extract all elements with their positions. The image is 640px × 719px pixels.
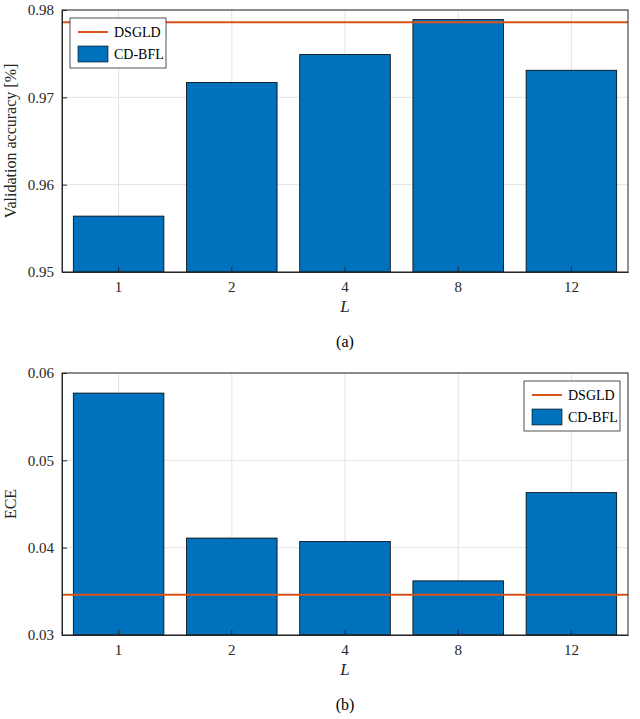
tick-label: 1 [115,279,123,295]
tick: 0.05 [28,453,67,469]
legend-label: CD-BFL [114,47,164,62]
tick: 0.03 [28,627,67,643]
x-axis: 124812 [63,630,629,658]
bar [187,538,278,635]
tick: 0.04 [28,540,67,556]
axis-line [63,635,629,636]
tick-label: 2 [228,279,236,295]
caption: (b) [336,696,355,714]
frame [62,373,628,635]
y-axis-title: ECE [2,489,19,519]
plot-area [62,10,628,272]
x-axis-title: L [339,660,349,679]
reference-line [62,594,628,596]
tick-label: 12 [564,642,579,658]
tick-mark [345,267,346,272]
tick-label: 4 [341,642,349,658]
tick-mark [571,267,572,272]
bar [526,493,617,635]
tick-mark [458,267,459,272]
tick-mark [231,630,232,635]
tick-mark [231,267,232,272]
tick: 8 [454,267,462,295]
grid [62,10,628,272]
legend-box [524,381,620,431]
legend-box [70,18,166,68]
tick: 4 [341,630,349,658]
tick-label: 0.95 [28,264,54,280]
tick-label: 1 [115,642,123,658]
tick-mark [62,185,67,186]
tick-mark [345,630,346,635]
chart: 0.030.040.050.06124812LECE(b)DSGLDCD-BFL [2,365,629,714]
tick-label: 8 [454,279,462,295]
legend-symbol [78,46,108,62]
frame [62,10,628,272]
tick-mark [62,97,67,98]
bar [187,82,278,272]
tick-label: 0.04 [28,540,55,556]
y-axis-title: Validation accuracy [%] [2,64,20,219]
tick-label: 2 [228,642,236,658]
tick: 8 [454,630,462,658]
marks [62,20,628,272]
tick: 0.98 [28,2,67,18]
bar [300,542,391,635]
tick: 0.97 [28,90,67,106]
y-axis: 0.95 0.96 0.97 0.98 [28,2,67,280]
tick: 12 [564,630,579,658]
tick: 0.06 [28,365,67,381]
y-axis: 0.03 0.04 0.05 0.06 [28,365,67,643]
chart: 0.950.960.970.98124812LValidation accura… [2,2,629,351]
bar [413,581,504,635]
tick-label: 12 [564,279,579,295]
x-axis: 124812 [63,267,629,295]
tick-mark [118,630,119,635]
legend-symbol [78,31,108,33]
axis-line [63,272,629,273]
tick-mark [118,267,119,272]
tick-label: 0.03 [28,627,54,643]
tick-mark [62,373,67,374]
legend-label: CD-BFL [568,410,618,425]
tick-label: 0.96 [28,177,55,193]
tick: 0.95 [28,264,67,280]
x-axis-title: L [339,297,349,316]
bar [73,393,164,635]
axis-line [62,374,63,636]
bar [73,216,164,272]
plot-area [62,373,628,635]
bar [300,55,391,272]
bar [526,70,617,272]
tick-mark [571,630,572,635]
legend-symbol [532,394,562,396]
tick-mark [62,548,67,549]
tick: 12 [564,267,579,295]
tick: 1 [115,267,123,295]
tick-label: 0.05 [28,453,54,469]
legend: DSGLD CD-BFL [524,381,620,431]
legend-symbol [532,409,562,425]
bar [413,20,504,272]
tick-label: 0.97 [28,90,55,106]
tick-label: 0.98 [28,2,54,18]
legend: DSGLD CD-BFL [70,18,166,68]
tick-mark [458,630,459,635]
tick: 1 [115,630,123,658]
tick-label: 4 [341,279,349,295]
legend-label: DSGLD [114,25,161,40]
tick-label: 0.06 [28,365,55,381]
grid [62,373,628,635]
tick: 0.96 [28,177,67,193]
figure: 0.950.960.970.98124812LValidation accura… [0,0,640,719]
legend-label: DSGLD [568,388,615,403]
tick: 4 [341,267,349,295]
tick: 2 [228,267,236,295]
tick-label: 8 [454,642,462,658]
tick: 2 [228,630,236,658]
caption: (a) [336,333,354,351]
tick-mark [62,10,67,11]
tick-mark [62,460,67,461]
axis-line [62,11,63,273]
